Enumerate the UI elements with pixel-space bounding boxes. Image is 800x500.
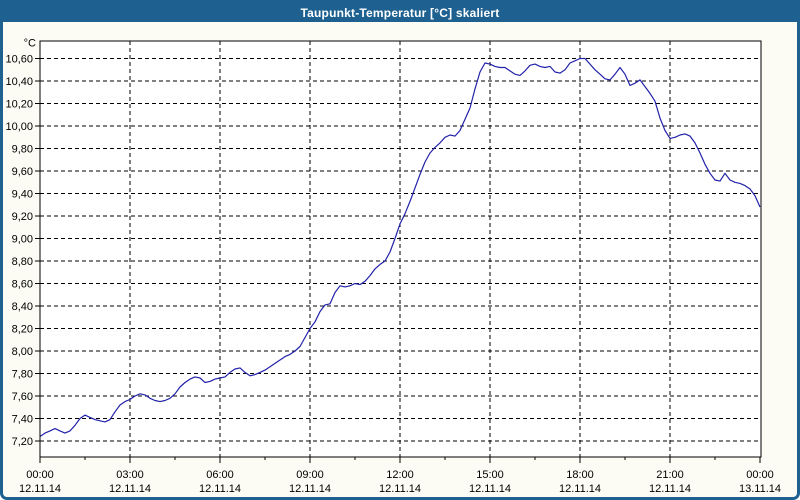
x-axis-date-label: 13.11.14: [739, 483, 781, 495]
chart-title: Taupunkt-Temperatur [°C] skaliert: [300, 5, 500, 20]
y-axis-tick-label: 8,20: [12, 324, 33, 336]
x-axis-time-label: 15:00: [476, 469, 504, 481]
y-axis-tick-label: 9,60: [12, 166, 33, 178]
y-axis-tick-label: 9,80: [12, 144, 33, 156]
y-axis-tick-label: 8,00: [12, 346, 33, 358]
x-axis-time-label: 12:00: [386, 469, 414, 481]
chart-area: 10,60 10,40 10,20 10,00 9,80 9,60 9,40 9,20 9,00…: [3, 22, 797, 497]
x-axis-date-label: 12.11.14: [379, 483, 421, 495]
y-axis-tick-label: 10,40: [5, 76, 33, 88]
y-axis-unit-label: °C: [24, 38, 36, 50]
x-axis-date-label: 12.11.14: [559, 483, 601, 495]
x-axis-time-label: 21:00: [656, 469, 684, 481]
y-axis-tick-label: 9,40: [12, 189, 33, 201]
y-axis-tick-label: 8,60: [12, 279, 33, 291]
y-axis-tick-label: 7,80: [12, 369, 33, 381]
y-axis-tick-label: 9,20: [12, 211, 33, 223]
series-line: [39, 57, 761, 437]
y-axis-tick-label: 8,40: [12, 301, 33, 313]
y-axis-tick-label: 10,00: [5, 121, 33, 133]
x-axis-date-label: 12.11.14: [649, 483, 691, 495]
x-axis-date-label: 12.11.14: [19, 483, 61, 495]
y-axis-tick-label: 7,20: [12, 436, 33, 448]
x-axis-time-label: 03:00: [116, 469, 144, 481]
y-axis-tick-label: 10,60: [5, 54, 33, 66]
x-axis-date-label: 12.11.14: [469, 483, 511, 495]
x-axis-date-label: 12.11.14: [289, 483, 331, 495]
y-axis-tick-label: 7,60: [12, 391, 33, 403]
y-axis-tick-label: 8,80: [12, 256, 33, 268]
x-axis-time-label: 00:00: [746, 469, 774, 481]
x-axis-date-label: 12.11.14: [199, 483, 241, 495]
chart-title-bar: Taupunkt-Temperatur [°C] skaliert: [3, 3, 797, 22]
x-axis-date-label: 12.11.14: [109, 483, 151, 495]
y-axis-tick-label: 9,00: [12, 234, 33, 246]
chart-canvas: 10,60 10,40 10,20 10,00 9,80 9,60 9,40 9,20 9,00…: [5, 38, 781, 496]
y-axis-tick-label: 10,20: [5, 99, 33, 111]
y-axis-tick-label: 7,40: [12, 414, 33, 426]
x-axis-time-label: 18:00: [566, 469, 594, 481]
x-axis-time-label: 06:00: [206, 469, 234, 481]
x-axis-time-label: 09:00: [296, 469, 324, 481]
x-axis-time-label: 00:00: [26, 469, 54, 481]
